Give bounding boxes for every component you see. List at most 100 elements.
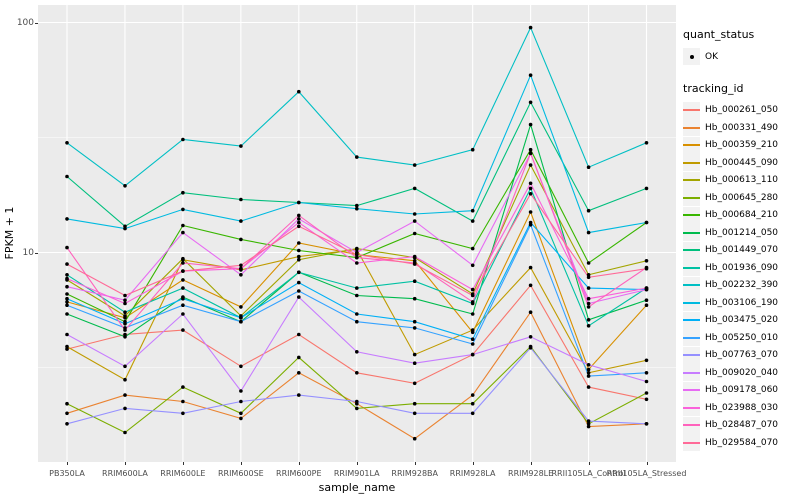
x-tick-mark: [414, 462, 416, 465]
legend-item-Hb_028487_070: Hb_028487_070: [683, 416, 799, 435]
legend-key-box: [683, 294, 700, 312]
data-point: [65, 174, 69, 179]
data-point: [123, 310, 127, 315]
data-point: [239, 316, 243, 320]
data-point: [412, 262, 417, 266]
data-point: [181, 312, 185, 316]
data-point: [355, 293, 359, 298]
data-point: [470, 246, 475, 251]
legend-item-label: Hb_007763_070: [705, 350, 779, 361]
data-point: [181, 261, 185, 265]
data-point: [528, 210, 533, 214]
data-point: [586, 318, 591, 322]
data-point: [586, 286, 591, 290]
x-tick-mark: [646, 462, 648, 465]
data-point: [181, 399, 185, 404]
legend-key-box: [683, 241, 700, 259]
data-point: [470, 263, 475, 268]
data-point: [528, 147, 533, 152]
legend-key-box: [683, 364, 700, 382]
x-tick-label: RRIM928LE: [508, 469, 554, 478]
legend-color-line: [683, 161, 700, 164]
data-point: [123, 393, 127, 397]
x-tick-mark: [472, 462, 474, 465]
legend-item-label: Hb_000445_090: [705, 157, 779, 168]
data-point: [412, 352, 417, 357]
legend-item-label: Hb_001214_050: [705, 227, 779, 238]
data-point: [470, 287, 475, 292]
data-point: [644, 358, 649, 363]
legend-item-Hb_000359_210: Hb_000359_210: [683, 136, 799, 155]
legend-key-box: [683, 259, 700, 277]
legend-item-label: Hb_023988_030: [705, 402, 779, 413]
legend-item-Hb_003475_020: Hb_003475_020: [683, 311, 799, 330]
x-tick-mark: [298, 462, 300, 465]
data-point: [355, 286, 359, 290]
data-point: [181, 190, 185, 195]
data-point: [239, 411, 243, 416]
data-point: [181, 230, 185, 235]
data-point: [644, 220, 649, 225]
data-point: [297, 220, 301, 225]
x-tick-label: RRIM928BA: [391, 469, 438, 478]
data-point: [65, 262, 69, 266]
legend: quant_status OK tracking_id Hb_000261_05…: [683, 28, 799, 452]
data-point: [297, 217, 301, 221]
data-point: [65, 276, 69, 281]
data-point: [355, 203, 359, 208]
data-point: [123, 406, 127, 411]
legend-key-box: [683, 171, 700, 189]
legend-series-list: Hb_000261_050 Hb_000331_490 Hb_000359_210 H…: [683, 101, 799, 452]
data-point: [65, 217, 69, 221]
data-point: [644, 422, 649, 426]
data-point: [297, 289, 301, 293]
legend-key-box: [683, 276, 700, 294]
data-point: [644, 298, 649, 303]
data-point: [412, 381, 417, 386]
data-point: [412, 163, 417, 167]
legend-color-line: [683, 389, 700, 392]
data-point: [123, 298, 127, 303]
data-point: [644, 371, 649, 375]
data-point: [65, 332, 69, 337]
x-tick-label: RRII105LA_Control: [551, 469, 626, 478]
data-point: [586, 305, 591, 309]
legend-item-Hb_000613_110: Hb_000613_110: [683, 171, 799, 190]
legend-item-label: Hb_001936_090: [705, 262, 779, 273]
data-point: [181, 269, 185, 273]
data-point: [644, 259, 649, 263]
x-tick-label: PB350LA: [49, 469, 85, 478]
data-point: [586, 367, 591, 372]
data-point: [239, 219, 243, 223]
legend-color-line: [683, 249, 700, 252]
data-point: [644, 303, 649, 308]
data-point: [470, 312, 475, 316]
legend-key-box: [683, 381, 700, 399]
data-point: [65, 292, 69, 296]
data-point: [297, 393, 301, 397]
data-point: [123, 293, 127, 298]
data-point: [181, 137, 185, 142]
data-point: [239, 144, 243, 148]
data-point: [412, 186, 417, 191]
legend-key-box: [683, 416, 700, 434]
data-point: [355, 406, 359, 411]
data-point: [412, 319, 417, 324]
legend-item-Hb_001449_070: Hb_001449_070: [683, 241, 799, 260]
data-point: [644, 186, 649, 191]
x-tick-mark: [240, 462, 242, 465]
legend-color-line: [683, 231, 700, 234]
data-point: [239, 305, 243, 309]
legend-item-label: Hb_000331_490: [705, 122, 779, 133]
data-point: [355, 319, 359, 324]
data-point: [123, 314, 127, 318]
legend-color-line: [683, 371, 700, 374]
legend-key-box: [683, 399, 700, 417]
legend-item-label: Hb_005250_010: [705, 332, 779, 343]
data-point: [586, 301, 591, 306]
x-tick-label: RRIM600PE: [276, 469, 322, 478]
data-point: [239, 399, 243, 404]
data-point: [470, 328, 475, 332]
data-point: [297, 200, 301, 205]
data-point: [65, 411, 69, 416]
